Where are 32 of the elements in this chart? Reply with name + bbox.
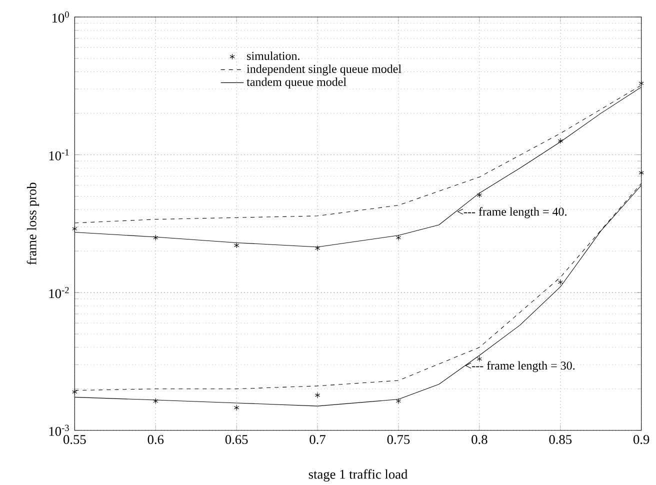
legend-label: tandem queue model — [246, 78, 346, 88]
y-tick-label: 10$^{-3}$ — [49, 424, 69, 436]
y-tick-label: 10$^{-2}$ — [49, 286, 69, 298]
x-tick-label: 0.7 — [310, 435, 326, 444]
point — [153, 234, 158, 241]
x-tick-label: 0.85 — [549, 435, 572, 444]
y-axis-title: frame loss prob — [26, 182, 40, 265]
y-tick-label: 10$^{-1}$ — [49, 149, 69, 160]
point — [314, 392, 320, 398]
point — [153, 398, 158, 404]
annotation: <--- frame length = 40. — [457, 207, 566, 218]
y-tick-label: 10$^{0}$ — [52, 11, 69, 23]
x-tick-label: 0.65 — [225, 435, 248, 444]
point — [638, 170, 644, 176]
point — [476, 356, 482, 362]
point — [558, 279, 563, 286]
x-axis-title: stage 1 traffic load — [308, 469, 408, 482]
point — [396, 398, 402, 404]
point — [396, 234, 402, 241]
x-tick-label: 0.8 — [472, 435, 488, 444]
x-tick-label: 0.75 — [387, 435, 410, 444]
x-tick-label: 0.55 — [64, 435, 86, 444]
point — [476, 192, 482, 198]
point — [558, 138, 563, 144]
point — [314, 245, 320, 252]
annotation: <--- frame length = 30. — [465, 361, 575, 372]
x-tick-label: 0.9 — [634, 435, 650, 444]
x-tick-label: 0.6 — [148, 435, 164, 444]
legend-label: simulation. — [247, 52, 300, 60]
legend-label: independent single queue model — [246, 64, 402, 76]
point — [72, 389, 78, 395]
point — [234, 404, 240, 411]
